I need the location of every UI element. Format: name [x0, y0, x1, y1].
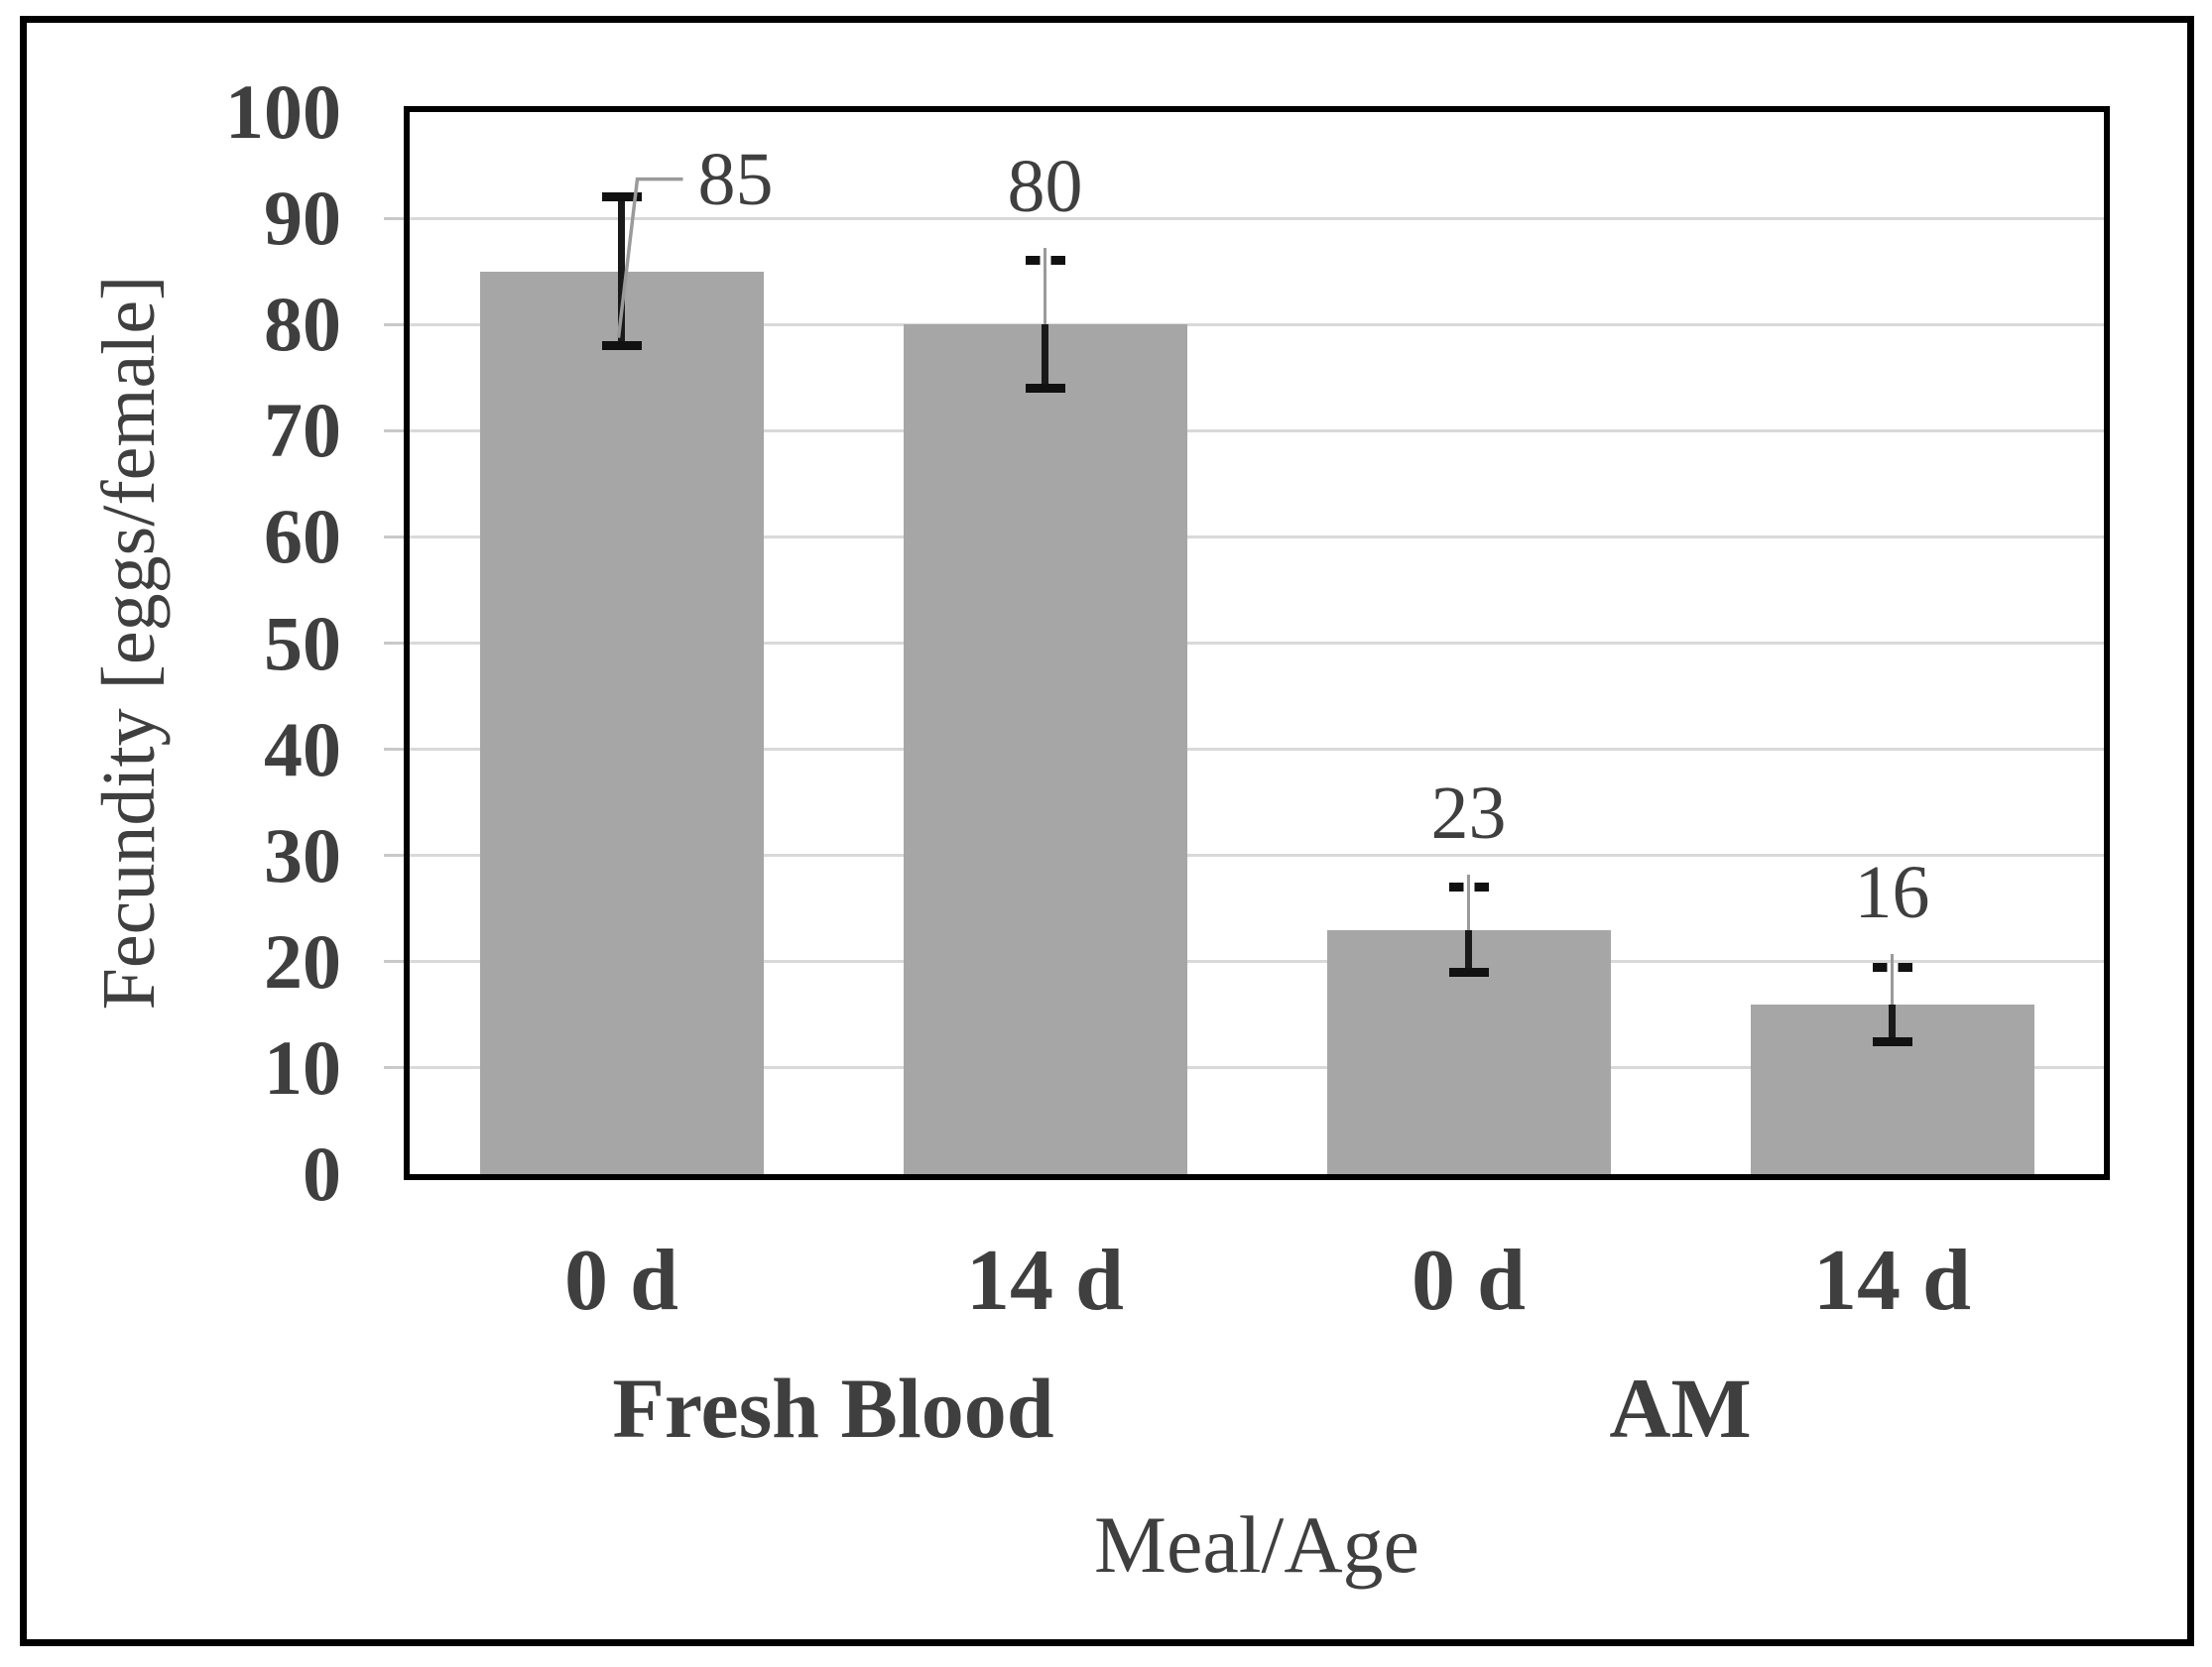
- y-tick-label-70: 70: [264, 387, 341, 474]
- data-label-16: 16: [1854, 851, 1930, 935]
- x-tick-label-3: 14 d: [1813, 1233, 1971, 1329]
- plot-area: [404, 106, 2110, 1180]
- error-bar-leader-3: [1891, 954, 1894, 1005]
- error-bar-bottom-cap-3: [1872, 1036, 1912, 1046]
- gridline-60: [410, 535, 2104, 538]
- x-tick-label-0: 0 d: [564, 1233, 678, 1329]
- y-axis-tick-50: [384, 642, 404, 645]
- error-bar-bottom-cap-1: [1025, 383, 1065, 393]
- gridline-80: [410, 322, 2104, 326]
- data-label-80: 80: [1007, 144, 1083, 228]
- y-tick-label-0: 0: [303, 1131, 341, 1217]
- y-tick-label-80: 80: [264, 281, 341, 368]
- y-axis-tick-40: [384, 748, 404, 752]
- x-axis-title: Meal/Age: [1094, 1499, 1419, 1590]
- y-tick-label-50: 50: [264, 599, 341, 686]
- group-label-1: AM: [1609, 1361, 1752, 1456]
- bar-14d-1: [903, 324, 1187, 1174]
- error-bar-whisker-2: [1465, 929, 1472, 973]
- x-tick-label-1: 14 d: [966, 1233, 1124, 1329]
- error-bar-top-cap-3: [1872, 962, 1912, 972]
- gridline-90: [410, 216, 2104, 220]
- y-tick-label-90: 90: [264, 175, 341, 262]
- gridline-20: [410, 960, 2104, 964]
- y-tick-label-30: 30: [264, 811, 341, 898]
- y-tick-label-10: 10: [264, 1023, 341, 1111]
- y-axis-tick-30: [384, 854, 404, 858]
- data-label-23: 23: [1430, 771, 1507, 855]
- bar-0d-0: [479, 271, 764, 1174]
- error-bar-top-cap-1: [1025, 256, 1065, 266]
- group-label-0: Fresh Blood: [612, 1361, 1054, 1456]
- error-bar-bottom-cap-2: [1448, 968, 1489, 977]
- y-axis-tick-10: [384, 1066, 404, 1070]
- gridline-40: [410, 748, 2104, 752]
- y-axis-tick-80: [384, 322, 404, 326]
- y-axis-tick-70: [384, 428, 404, 432]
- y-axis-tick-90: [384, 216, 404, 220]
- gridline-10: [410, 1066, 2104, 1070]
- x-tick-label-2: 0 d: [1412, 1233, 1526, 1329]
- gridline-50: [410, 642, 2104, 645]
- error-bar-whisker-1: [1042, 324, 1048, 389]
- y-tick-label-40: 40: [264, 705, 341, 792]
- error-bar-top-cap-2: [1448, 883, 1489, 893]
- error-bar-leader-1: [1044, 247, 1046, 325]
- error-bar-bottom-cap-0: [601, 341, 642, 351]
- y-axis-tick-60: [384, 535, 404, 538]
- y-tick-label-60: 60: [264, 493, 341, 580]
- y-tick-label-20: 20: [264, 917, 341, 1005]
- error-bar-leader-2: [1467, 874, 1470, 930]
- data-label-85: 85: [697, 137, 774, 221]
- error-bar-whisker-3: [1889, 1004, 1896, 1042]
- gridline-30: [410, 854, 2104, 858]
- y-axis-tick-20: [384, 960, 404, 964]
- y-tick-label-100: 100: [225, 68, 341, 155]
- gridline-70: [410, 428, 2104, 432]
